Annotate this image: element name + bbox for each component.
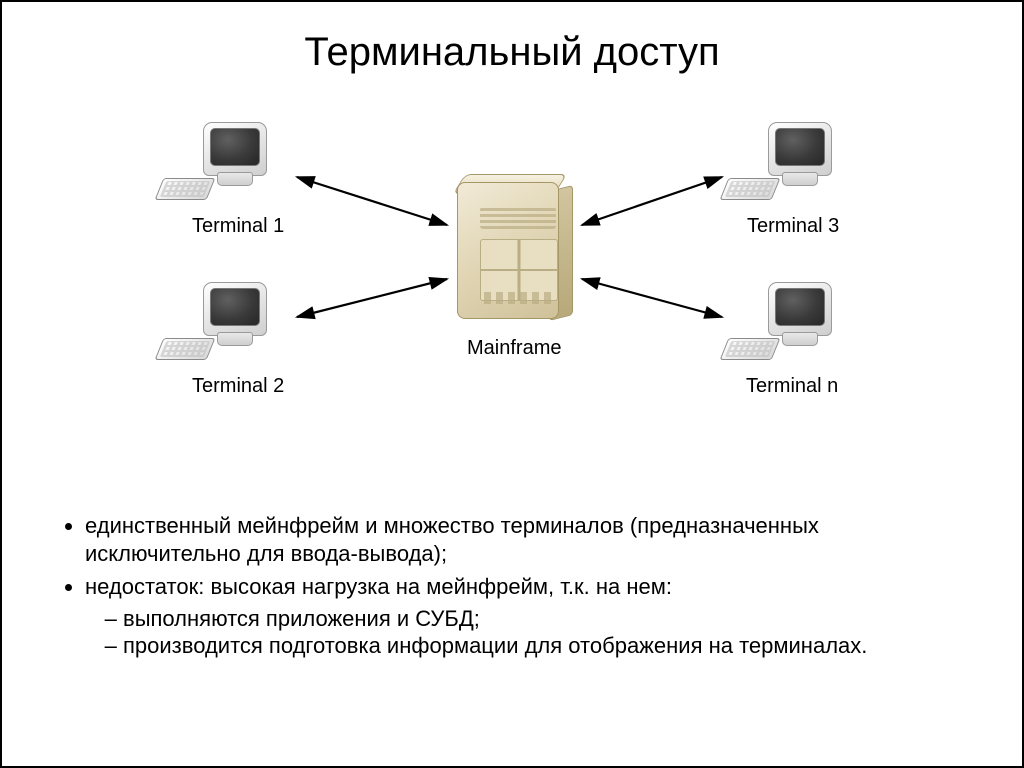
list-subitem: выполняются приложения и СУБД; — [123, 605, 967, 633]
terminal-1-label: Terminal 1 — [192, 215, 284, 238]
bullet-list: единственный мейнфрейм и множество терми… — [57, 512, 967, 666]
terminal-1-node — [167, 122, 277, 212]
diagram-edge — [297, 279, 447, 317]
diagram-edge — [582, 177, 722, 225]
terminal-2-node — [167, 282, 277, 372]
network-diagram: Mainframe Terminal 1 Terminal 2 Terminal… — [2, 97, 1024, 457]
list-item: единственный мейнфрейм и множество терми… — [85, 512, 967, 567]
slide-frame: Терминальный доступ Mainframe — [0, 0, 1024, 768]
terminal-3-label: Terminal 3 — [747, 215, 839, 238]
diagram-edge — [297, 177, 447, 225]
mainframe-node — [447, 172, 577, 332]
terminal-3-node — [732, 122, 842, 212]
list-item-text: недостаток: высокая нагрузка на мейнфрей… — [85, 574, 672, 599]
terminal-2-label: Terminal 2 — [192, 375, 284, 398]
terminal-n-label: Terminal n — [746, 375, 838, 398]
slide-title: Терминальный доступ — [2, 30, 1022, 75]
list-subitem: производится подготовка информации для о… — [123, 632, 967, 660]
mainframe-label: Mainframe — [467, 337, 561, 360]
terminal-n-node — [732, 282, 842, 372]
diagram-edge — [582, 279, 722, 317]
list-item: недостаток: высокая нагрузка на мейнфрей… — [85, 573, 967, 660]
list-item-text: единственный мейнфрейм и множество терми… — [85, 513, 819, 566]
